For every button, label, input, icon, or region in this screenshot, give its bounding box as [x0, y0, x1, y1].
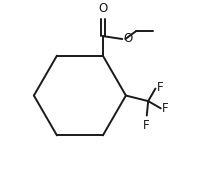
- Text: F: F: [143, 119, 149, 132]
- Text: F: F: [162, 102, 168, 115]
- Text: O: O: [124, 32, 133, 45]
- Text: O: O: [98, 2, 108, 15]
- Text: F: F: [157, 81, 163, 94]
